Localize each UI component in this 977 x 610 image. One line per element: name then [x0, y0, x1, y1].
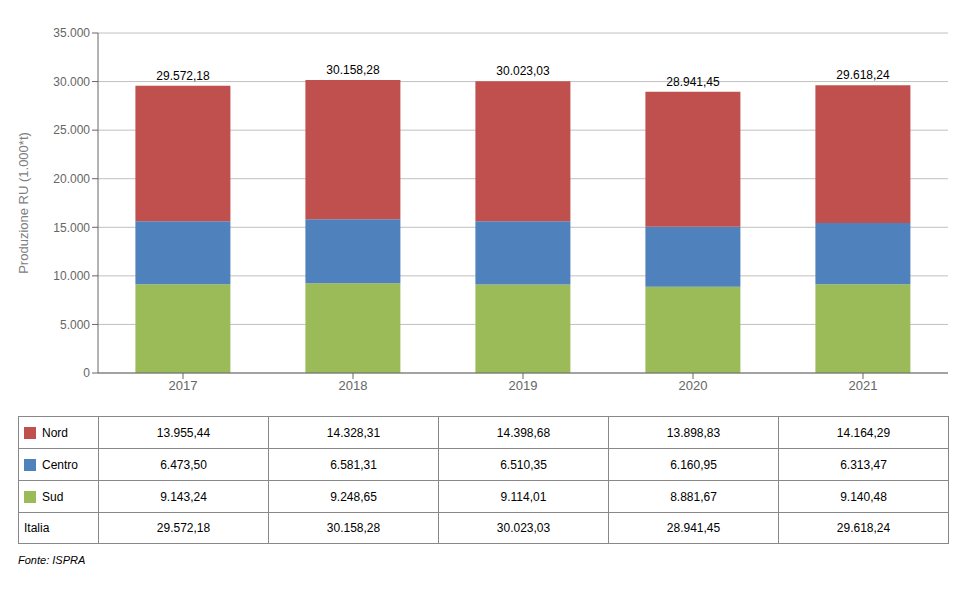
svg-text:2018: 2018: [339, 378, 368, 393]
html-text:29.618,24: 29.618,24: [836, 521, 891, 535]
svg-text:30.023,03: 30.023,03: [496, 64, 550, 78]
html-text:Centro: Centro: [42, 457, 78, 472]
svg-text:15.000: 15.000: [53, 221, 90, 235]
svg-text:29.618,24: 29.618,24: [836, 68, 890, 82]
html-text:14.328,31: 14.328,31: [326, 425, 381, 440]
html-text:13.898,83: 13.898,83: [666, 425, 721, 440]
html-text:6.510,35: 6.510,35: [500, 457, 547, 472]
svg-text:2021: 2021: [849, 378, 878, 393]
svg-text:29.572,18: 29.572,18: [156, 69, 210, 83]
html-text:14.164,29: 14.164,29: [836, 425, 891, 440]
html-text:29.572,18: 29.572,18: [156, 521, 211, 535]
svg-text:5.000: 5.000: [60, 318, 90, 332]
svg-text:10.000: 10.000: [53, 269, 90, 283]
html-text:9.143,24: 9.143,24: [160, 489, 207, 504]
html-text:28.941,45: 28.941,45: [666, 521, 721, 535]
html-text:Nord: Nord: [42, 425, 68, 440]
svg-text:30.158,28: 30.158,28: [326, 63, 380, 77]
svg-text:20.000: 20.000: [53, 172, 90, 186]
svg-text:Produzione RU (1.000*t): Produzione RU (1.000*t): [16, 132, 31, 274]
html-text:14.398,68: 14.398,68: [496, 425, 551, 440]
html-text:13.955,44: 13.955,44: [156, 425, 211, 440]
html-text:6.473,50: 6.473,50: [160, 457, 207, 472]
svg-text:2017: 2017: [169, 378, 198, 393]
svg-text:2020: 2020: [679, 378, 708, 393]
html-text:Fonte: ISPRA: Fonte: ISPRA: [18, 554, 86, 566]
html-text:30.158,28: 30.158,28: [326, 521, 381, 535]
html-text:6.581,31: 6.581,31: [330, 457, 377, 472]
html-text:Italia: Italia: [24, 521, 50, 535]
svg-text:35.000: 35.000: [53, 26, 90, 40]
svg-text:30.000: 30.000: [53, 75, 90, 89]
html-text:6.313,47: 6.313,47: [840, 457, 887, 472]
html-text:Sud: Sud: [42, 489, 64, 504]
svg-text:0: 0: [83, 366, 90, 380]
html-text:9.114,01: 9.114,01: [500, 489, 547, 504]
html-text:9.248,65: 9.248,65: [330, 489, 377, 504]
html-text:9.140,48: 9.140,48: [840, 489, 887, 504]
svg-text:2019: 2019: [509, 378, 538, 393]
html-text:30.023,03: 30.023,03: [496, 521, 551, 535]
svg-text:25.000: 25.000: [53, 123, 90, 137]
svg-text:28.941,45: 28.941,45: [666, 75, 720, 89]
html-text:6.160,95: 6.160,95: [670, 457, 717, 472]
html-text:8.881,67: 8.881,67: [670, 489, 717, 504]
